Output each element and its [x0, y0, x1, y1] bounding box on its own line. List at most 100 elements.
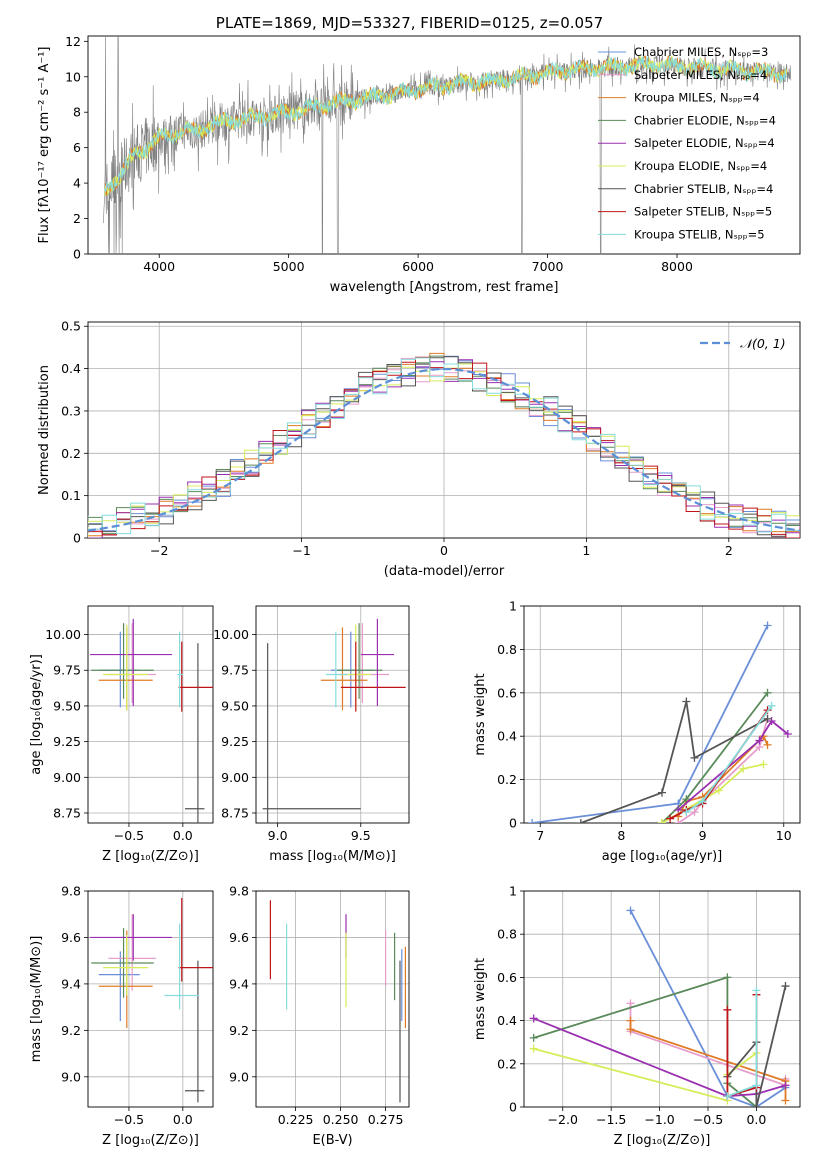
- series-point: [674, 805, 683, 814]
- age-vs-Z-ylabel: age [log₁₀(age/yr)]: [29, 654, 44, 775]
- mass-weight-vs-age-series: [528, 621, 792, 823]
- series-line: [677, 719, 789, 811]
- age-vs-mass-ytick-label: 9.25: [221, 734, 249, 749]
- age-vs-mass-xtick-label: 9.0: [268, 828, 288, 843]
- series-point: [626, 999, 635, 1008]
- series-point: [767, 701, 776, 710]
- age-vs-mass-xlabel: mass [log₁₀(M/M⊙)]: [269, 849, 396, 864]
- series-line: [533, 1017, 786, 1098]
- series-point: [781, 1081, 790, 1090]
- age-vs-mass-ytick-label: 9.50: [221, 698, 249, 713]
- series-point: [723, 1005, 732, 1014]
- legend-entry: Kroupa MILES, Nₛₚₚ=4: [634, 91, 760, 105]
- histogram-lines: [88, 352, 800, 538]
- series-point: [752, 1103, 761, 1107]
- mass-weight-vs-Z-series: [529, 906, 790, 1107]
- mass-weight-vs-age-axes: 7 8 9 10 0 0.2 0.4 0.6 0.8 1 age [log₁₀(age/yr)] ma…: [473, 599, 801, 864]
- mass-weight-vs-Z-axes: −2.0 −1.5 −1.0 −0.5 0.0 0 0.2 0.4 0.6 0.8 1 Z [log₁…: [473, 884, 801, 1148]
- series-point: [626, 1025, 635, 1034]
- series-point: [781, 982, 790, 991]
- residuals-ytick-label: 0.5: [61, 319, 81, 334]
- series-line: [533, 1047, 757, 1102]
- mass-weight-vs-Z-ytick-label: 1: [509, 884, 517, 899]
- mass-vs-EBV-ytick-label: 9.8: [229, 884, 249, 899]
- series-point: [690, 808, 699, 817]
- series-point: [690, 753, 699, 762]
- spectrum-frame: [87, 35, 801, 255]
- residuals-frame: [87, 321, 801, 539]
- mass-weight-vs-Z-ylabel: mass weight: [473, 958, 488, 1040]
- mass-vs-Z-ytick-label: 9.8: [61, 884, 81, 899]
- mass-weight-vs-age-xtick-label: 9: [699, 828, 707, 843]
- age-vs-Z-ytick-label: 8.75: [53, 806, 81, 821]
- histogram-series: [88, 356, 800, 537]
- series-point: [682, 697, 691, 706]
- mass-weight-vs-age-ytick-label: 0.2: [497, 772, 517, 787]
- age-vs-mass-ytick-label: 9.75: [221, 663, 249, 678]
- series-point: [626, 1016, 635, 1025]
- mass-weight-vs-Z-ytick-label: 0.6: [497, 970, 517, 985]
- series-point: [723, 1092, 732, 1101]
- residuals-ytick-label: 0: [73, 531, 81, 546]
- age-vs-Z-ytick-label: 9.50: [53, 698, 81, 713]
- series-point: [529, 1014, 538, 1023]
- series-point: [763, 621, 772, 630]
- series-line: [531, 625, 769, 823]
- figure-title: PLATE=1869, MJD=53327, FIBERID=0125, z=0…: [216, 14, 603, 32]
- spectrum-xtick-label: 5000: [273, 259, 305, 274]
- mass-weight-vs-Z-xtick-label: −0.5: [693, 1112, 723, 1127]
- histogram-series: [88, 357, 800, 535]
- series-point: [763, 714, 772, 723]
- age-vs-mass-points: [262, 618, 406, 823]
- spectrum-model-line: [104, 54, 788, 192]
- series-point: [658, 788, 666, 797]
- spectrum-ytick-label: 2: [73, 211, 81, 226]
- mass-weight-vs-Z-ytick-label: 0: [509, 1100, 517, 1115]
- legend-entry: Salpeter ELODIE, Nₛₚₚ=4: [634, 136, 775, 150]
- mass-weight-vs-age-xtick-label: 7: [536, 828, 544, 843]
- mass-weight-vs-Z-xtick-label: 0.0: [746, 1112, 766, 1127]
- mass-weight-vs-Z-ytick-label: 0.8: [497, 927, 517, 942]
- series-point: [666, 814, 675, 823]
- mass-weight-vs-Z-xtick-label: −2.0: [548, 1112, 578, 1127]
- mass-vs-Z-xtick-label: 0.0: [173, 1112, 193, 1127]
- mass-weight-vs-age-xtick-label: 8: [617, 828, 625, 843]
- residuals-xtick-label: 1: [582, 543, 590, 558]
- age-vs-Z-points: [90, 618, 213, 823]
- series-line: [661, 763, 764, 823]
- mass-weight-vs-age-ytick-label: 0.8: [497, 642, 517, 657]
- legend-entry: Kroupa ELODIE, Nₛₚₚ=4: [634, 159, 767, 173]
- mass-weight-vs-age-xtick-label: 10: [776, 828, 792, 843]
- age-vs-mass-axes: 9.0 9.5 8.75 9.00 9.25 9.50 9.75 10.00 mass [log…: [213, 605, 410, 864]
- residuals-xtick-label: 0: [440, 543, 448, 558]
- age-vs-Z-ytick-label: 9.00: [53, 770, 81, 785]
- series-point: [781, 1096, 790, 1105]
- residuals-xtick-label: 2: [725, 543, 733, 558]
- series-line: [629, 1020, 787, 1101]
- age-vs-Z-ytick-label: 10.00: [45, 627, 81, 642]
- series-line: [727, 990, 758, 1098]
- legend-entry: Chabrier ELODIE, Nₛₚₚ=4: [634, 113, 776, 127]
- spectrum-lines: [103, 36, 792, 254]
- spectrum-ytick-label: 6: [73, 140, 81, 155]
- mass-vs-EBV-ytick-label: 9.2: [229, 1023, 249, 1038]
- mass-vs-EBV-xtick-label: 0.250: [323, 1112, 359, 1127]
- spectrum-ytick-label: 10: [65, 69, 81, 84]
- residual-legend: 𝒩(0, 1): [700, 336, 786, 351]
- legend-entry: Salpeter MILES, Nₛₚₚ=4: [634, 68, 767, 82]
- legend-entry: Chabrier STELIB, Nₛₚₚ=4: [634, 182, 773, 196]
- mass-vs-Z-frame: [87, 890, 214, 1108]
- residuals-xlabel: (data-model)/error: [384, 564, 505, 579]
- age-vs-mass-ytick-label: 9.00: [221, 770, 249, 785]
- mass-weight-vs-Z-xtick-label: −1.0: [644, 1112, 674, 1127]
- series-line: [629, 909, 786, 1107]
- legend-entry: 𝒩(0, 1): [740, 336, 786, 351]
- series-point: [752, 986, 761, 995]
- series-point: [698, 797, 707, 806]
- legend-entry: Kroupa STELIB, Nₛₚₚ=5: [634, 227, 765, 241]
- series-point: [755, 736, 764, 745]
- mass-weight-vs-Z-frame: [523, 890, 801, 1108]
- mass-weight-vs-age-ytick-label: 0.6: [497, 685, 517, 700]
- age-vs-Z-xtick-label: −0.5: [114, 828, 144, 843]
